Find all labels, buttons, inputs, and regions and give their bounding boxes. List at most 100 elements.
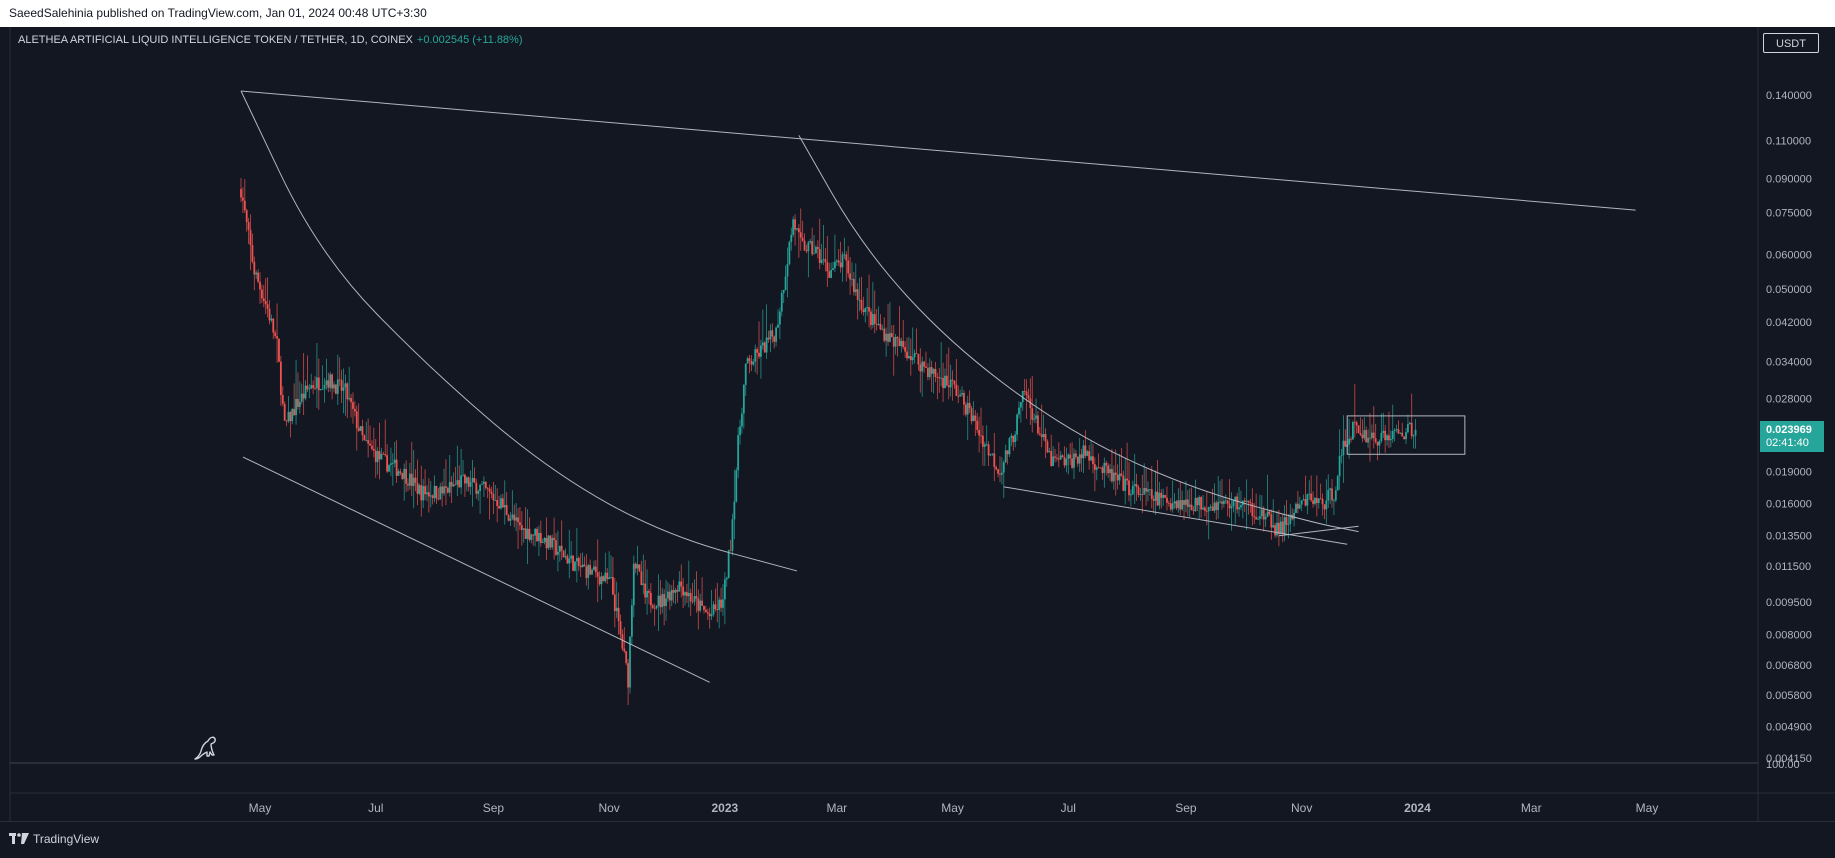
candle	[1112, 472, 1115, 482]
currency-unit-button[interactable]: USDT	[1763, 33, 1819, 53]
candle	[674, 589, 677, 593]
candle	[691, 601, 694, 603]
candle	[936, 377, 939, 378]
candle	[1333, 500, 1335, 502]
candle	[630, 605, 633, 637]
trendline[interactable]	[1003, 486, 1348, 545]
candle	[479, 484, 481, 492]
curve-line[interactable]	[798, 135, 1359, 533]
candle	[471, 477, 474, 482]
candle	[441, 486, 444, 494]
candle	[925, 366, 927, 368]
candle	[930, 367, 933, 374]
candle	[1399, 432, 1402, 434]
candle	[570, 555, 573, 559]
candle	[293, 408, 296, 416]
candle	[259, 281, 261, 290]
candle	[1035, 415, 1037, 419]
candle	[509, 518, 512, 521]
tradingview-brand[interactable]: TradingView	[9, 832, 99, 846]
candle	[369, 443, 371, 446]
candle	[1342, 440, 1345, 456]
candle	[1238, 507, 1240, 510]
candle	[445, 486, 447, 489]
candle	[266, 304, 269, 309]
candle	[272, 318, 275, 333]
candle	[708, 613, 711, 617]
candle	[240, 189, 242, 198]
candle	[735, 470, 738, 502]
candle	[511, 514, 514, 519]
candle	[695, 596, 698, 599]
candle	[997, 469, 999, 474]
candle	[577, 558, 580, 566]
candle	[845, 254, 848, 261]
publish-info: SaeedSalehinia published on TradingView.…	[9, 6, 427, 20]
candle	[520, 525, 523, 530]
candle	[1076, 456, 1079, 464]
candle	[1061, 455, 1064, 458]
candle	[1088, 451, 1091, 461]
candle	[1279, 521, 1282, 535]
candle	[1249, 502, 1252, 504]
candle	[568, 558, 571, 564]
range-rectangle[interactable]	[1346, 415, 1466, 455]
candle	[636, 564, 639, 569]
candle	[410, 473, 413, 486]
candle	[1224, 500, 1227, 502]
candle	[346, 383, 349, 400]
candle	[1336, 476, 1339, 491]
candle	[758, 352, 760, 357]
candle	[591, 569, 593, 575]
trendline[interactable]	[242, 456, 710, 683]
candle	[1281, 521, 1284, 534]
dinosaur-icon	[194, 736, 216, 760]
candle	[906, 351, 908, 359]
candle	[648, 590, 650, 593]
curve-line[interactable]	[240, 90, 798, 572]
candle	[1038, 433, 1041, 435]
candle	[1405, 432, 1407, 440]
candle	[1317, 498, 1320, 504]
candle	[1410, 422, 1413, 437]
candle	[1004, 450, 1007, 463]
candle	[1376, 441, 1379, 446]
candle	[1312, 500, 1314, 504]
candle	[1033, 418, 1036, 420]
candle	[380, 453, 383, 460]
candle	[830, 269, 833, 278]
candle	[1274, 525, 1277, 536]
candle	[1389, 438, 1392, 441]
candle	[488, 488, 491, 492]
candle	[667, 591, 669, 599]
candle	[646, 590, 648, 598]
price-tick-label: 0.011500	[1766, 561, 1811, 573]
candle	[653, 607, 656, 609]
candle	[481, 483, 483, 485]
candle	[873, 314, 876, 324]
candle	[450, 481, 453, 487]
candle	[1278, 522, 1280, 535]
price-tick-label: 0.013500	[1766, 531, 1812, 543]
price-chart[interactable]: 0.140000 0.110000 0.090000 0.075000 0.060000…	[0, 27, 1835, 821]
candle	[957, 395, 960, 397]
candle	[824, 259, 827, 263]
candle	[1397, 429, 1400, 434]
candle	[915, 353, 918, 355]
trendline[interactable]	[1278, 525, 1359, 537]
price-tick-label: 0.060000	[1766, 250, 1812, 262]
candle	[796, 228, 798, 230]
candle	[858, 299, 861, 301]
time-tick-label: May	[249, 801, 272, 815]
candle	[1010, 435, 1013, 439]
candle	[300, 393, 303, 402]
candle	[983, 444, 986, 447]
candle	[581, 564, 584, 568]
candle	[1040, 434, 1043, 438]
candle	[651, 605, 654, 608]
candle	[697, 598, 700, 611]
candle	[1255, 517, 1258, 520]
candle	[304, 385, 307, 399]
candle	[1167, 502, 1170, 504]
trendline[interactable]	[240, 90, 1636, 211]
